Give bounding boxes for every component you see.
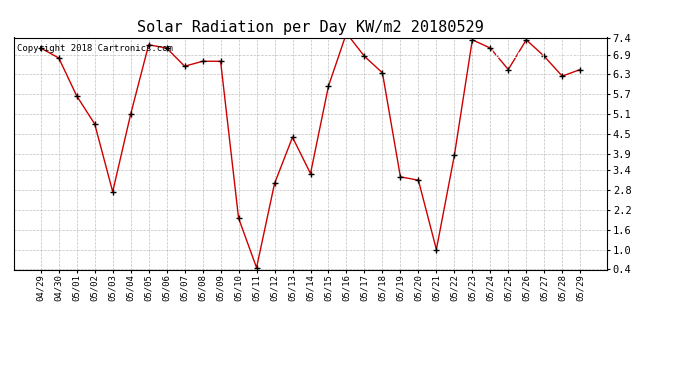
- Text: Copyright 2018 Cartronics.com: Copyright 2018 Cartronics.com: [17, 45, 172, 54]
- Title: Solar Radiation per Day KW/m2 20180529: Solar Radiation per Day KW/m2 20180529: [137, 20, 484, 35]
